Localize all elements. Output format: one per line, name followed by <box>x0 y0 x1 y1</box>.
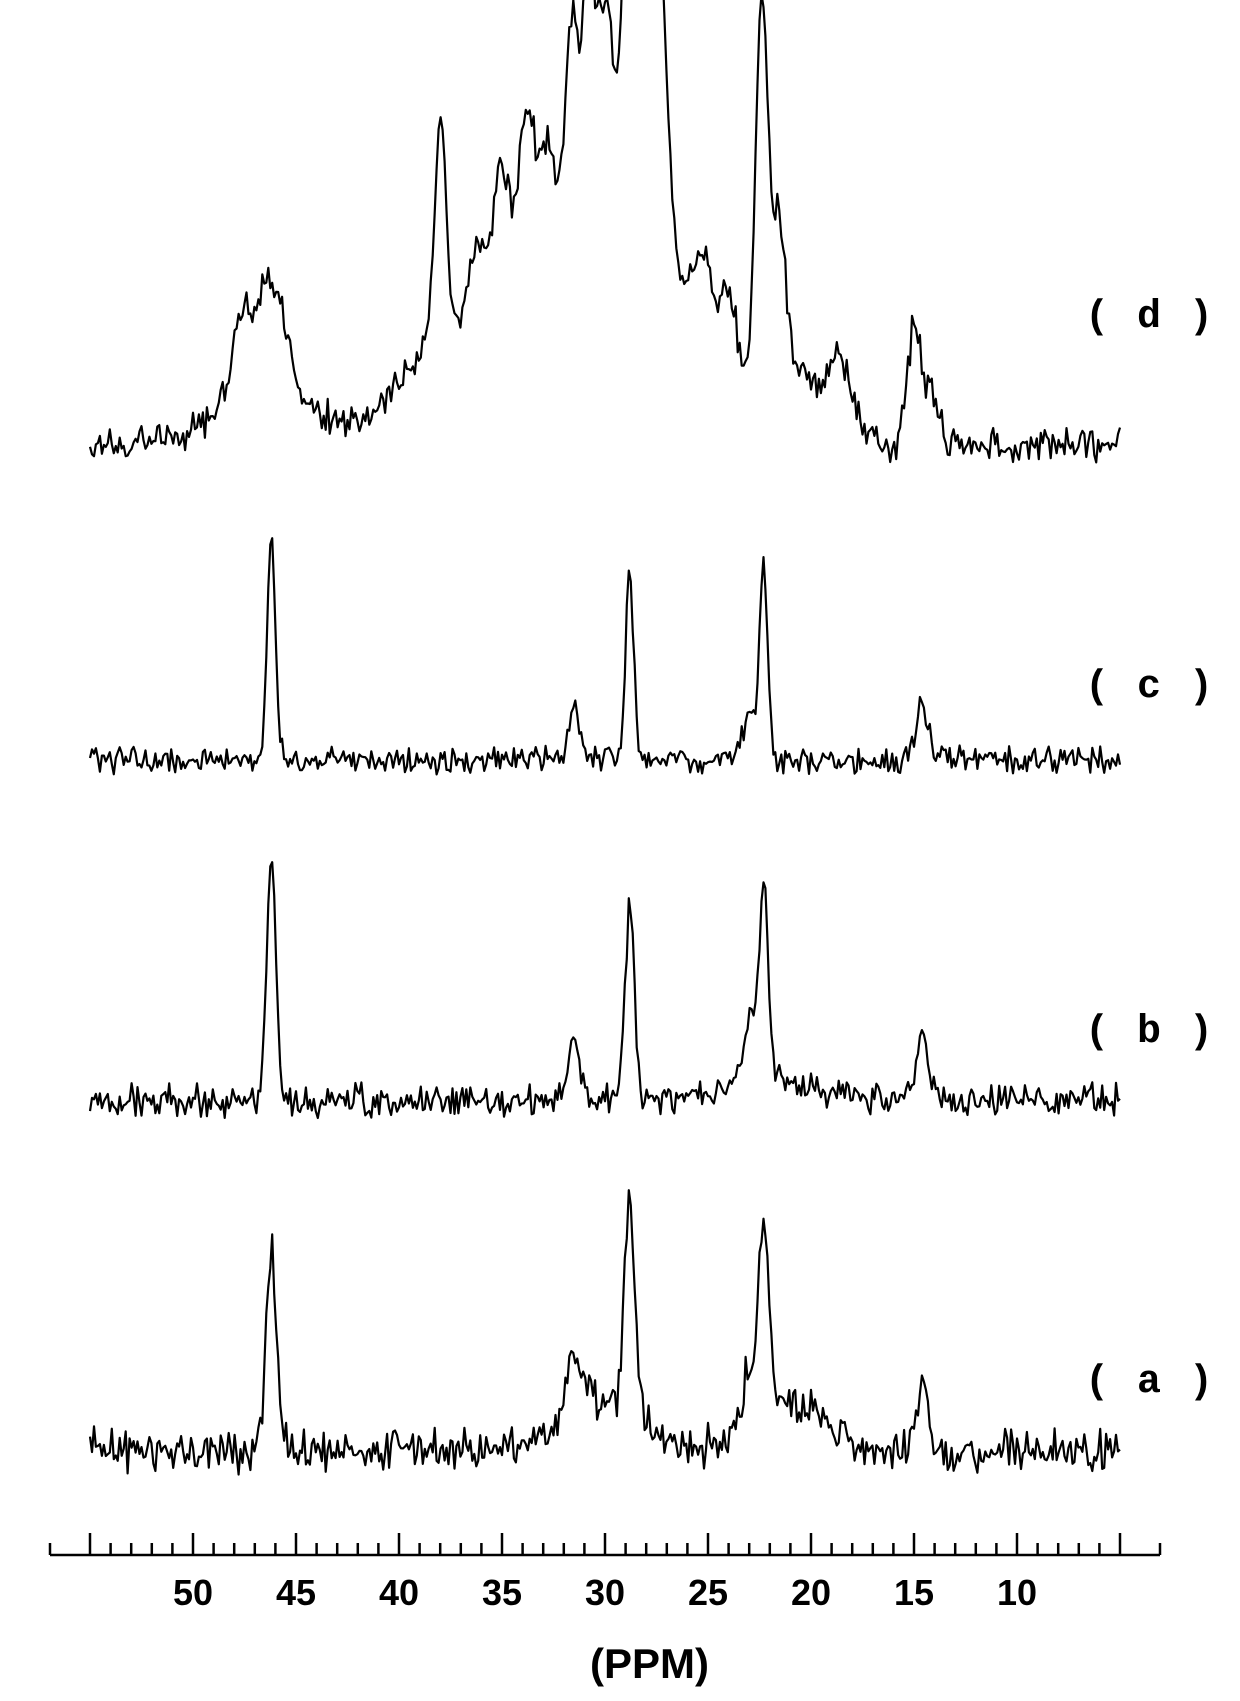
x-tick-10: 10 <box>997 1572 1037 1614</box>
x-tick-45: 45 <box>276 1572 316 1614</box>
spectrum-c <box>90 538 1120 774</box>
trace-label-b: ( b ) <box>1085 1010 1215 1055</box>
x-tick-25: 25 <box>688 1572 728 1614</box>
spectra-svg <box>0 0 1240 1701</box>
spectrum-a <box>90 1190 1120 1474</box>
trace-label-a: ( a ) <box>1085 1360 1215 1405</box>
x-axis-label: (PPM) <box>590 1640 709 1688</box>
x-tick-40: 40 <box>379 1572 419 1614</box>
x-tick-30: 30 <box>585 1572 625 1614</box>
nmr-stacked-spectra: ( a ) ( b ) ( c ) ( d ) (PPM) 50 45 40 35 30… <box>0 0 1240 1701</box>
x-tick-50: 50 <box>173 1572 213 1614</box>
trace-label-d: ( d ) <box>1085 295 1215 340</box>
spectrum-d <box>90 0 1120 462</box>
x-tick-20: 20 <box>791 1572 831 1614</box>
x-tick-15: 15 <box>894 1572 934 1614</box>
x-tick-35: 35 <box>482 1572 522 1614</box>
spectrum-b <box>90 862 1120 1118</box>
trace-label-c: ( c ) <box>1085 665 1215 710</box>
